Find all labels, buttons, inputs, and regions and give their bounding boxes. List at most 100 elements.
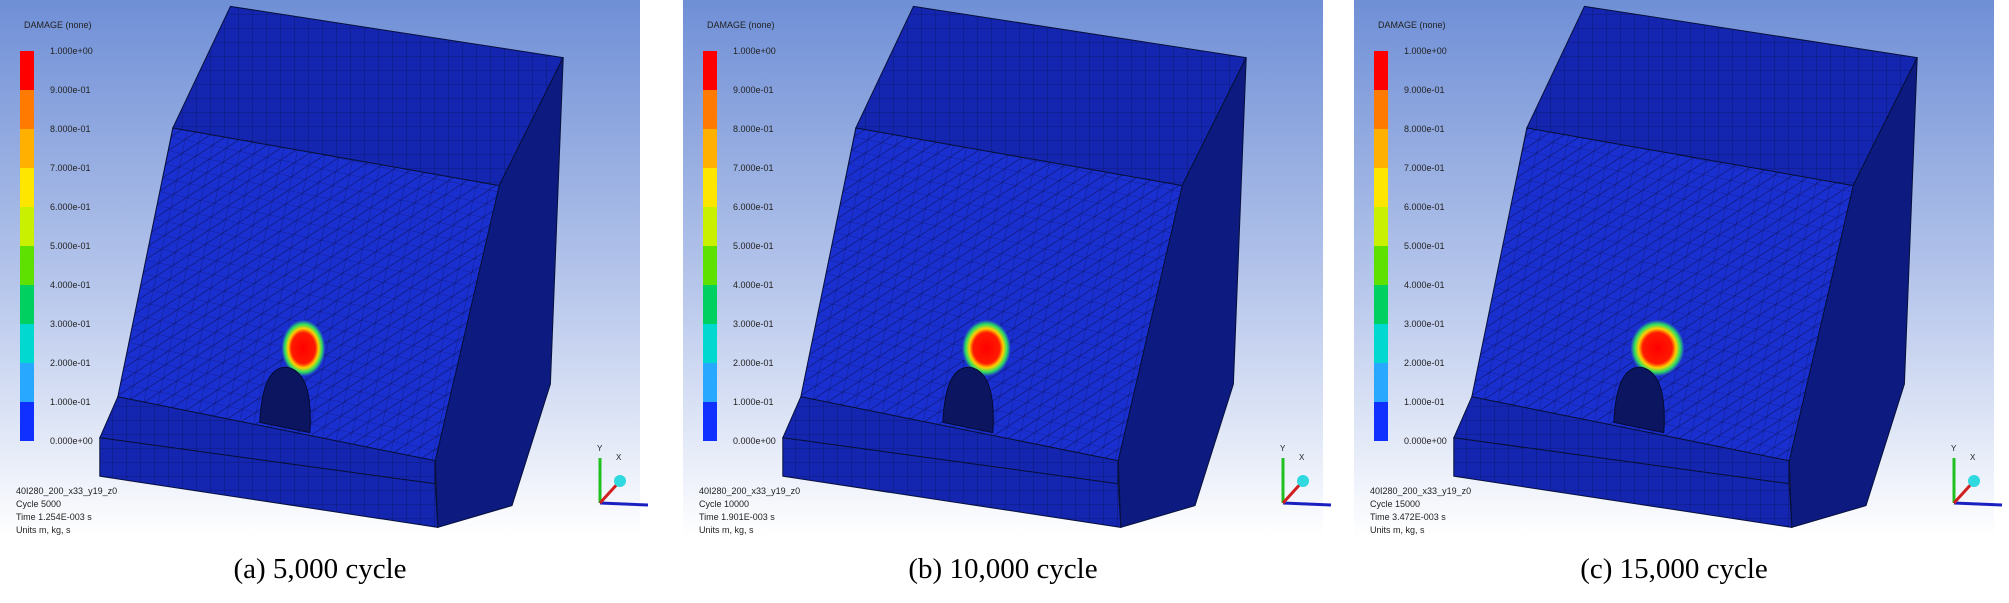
legend-label: 1.000e-01 [733, 397, 774, 407]
legend-label: 5.000e-01 [733, 241, 774, 251]
triad-x-label: X [1970, 453, 1976, 462]
legend-label: 1.000e+00 [50, 46, 93, 56]
legend-title: DAMAGE (none) [707, 20, 775, 30]
info-line: Units m, kg, s [699, 525, 754, 535]
legend-color-band [1374, 246, 1388, 285]
model-ledge-front [1453, 437, 1793, 528]
legend-color-band [20, 168, 34, 207]
legend-label: 9.000e-01 [50, 85, 91, 95]
triad-axis-x [1953, 501, 2003, 507]
legend-color-band [1374, 402, 1388, 441]
legend-color-band [703, 207, 717, 246]
damage-zone [1630, 320, 1685, 377]
panel: DAMAGE (none) 1.000e+00 9.000e-01 8.000e-01… [0, 0, 649, 585]
legend-color-band [1374, 285, 1388, 324]
legend-color-band [1374, 90, 1388, 129]
legend-label: 2.000e-01 [733, 358, 774, 368]
legend-label: 2.000e-01 [50, 358, 91, 368]
caption: (b) 10,000 cycle [908, 553, 1097, 585]
triad-origin [1297, 475, 1309, 487]
legend-title: DAMAGE (none) [24, 20, 92, 30]
triad-x-label: X [1299, 453, 1305, 462]
legend-label: 2.000e-01 [1404, 358, 1445, 368]
triad-y-label: Y [1951, 444, 1957, 453]
triad-axis-x [599, 501, 649, 507]
hole [259, 366, 311, 434]
info-line: 40I280_200_x33_y19_z0 [1370, 486, 1471, 496]
info-line: Time 3.472E-003 s [1370, 512, 1446, 522]
triad-origin [1968, 475, 1980, 487]
legend-color-band [20, 246, 34, 285]
legend-color-band [1374, 51, 1388, 90]
legend-label: 3.000e-01 [1404, 319, 1445, 329]
legend-color-band [703, 168, 717, 207]
legend-color-band [20, 363, 34, 402]
legend-label: 6.000e-01 [1404, 202, 1445, 212]
info-line: 40I280_200_x33_y19_z0 [699, 486, 800, 496]
legend-color-band [703, 246, 717, 285]
legend-label: 1.000e-01 [1404, 397, 1445, 407]
legend-color-band [1374, 129, 1388, 168]
legend-label: 5.000e-01 [50, 241, 91, 251]
damage-zone [281, 320, 326, 377]
legend-label: 7.000e-01 [1404, 163, 1445, 173]
legend-label: 8.000e-01 [733, 124, 774, 134]
legend-color-band [20, 129, 34, 168]
legend-label: 6.000e-01 [733, 202, 774, 212]
info-line: Cycle 5000 [16, 499, 61, 509]
legend-label: 8.000e-01 [1404, 124, 1445, 134]
caption: (c) 15,000 cycle [1580, 553, 1768, 585]
legend-label: 4.000e-01 [733, 280, 774, 290]
legend-title: DAMAGE (none) [1378, 20, 1446, 30]
legend-color-band [703, 285, 717, 324]
damage-zone [962, 320, 1011, 377]
legend-color-band [1374, 168, 1388, 207]
legend-label: 7.000e-01 [733, 163, 774, 173]
legend-color-band [20, 207, 34, 246]
legend-label: 3.000e-01 [50, 319, 91, 329]
legend-color-band [703, 90, 717, 129]
legend-label: 1.000e-01 [50, 397, 91, 407]
legend-color-band [1374, 363, 1388, 402]
info-line: Time 1.901E-003 s [699, 512, 775, 522]
model-ledge-front [782, 437, 1122, 528]
hole [1613, 366, 1665, 434]
legend-label: 9.000e-01 [733, 85, 774, 95]
info-line: Units m, kg, s [1370, 525, 1425, 535]
panel: DAMAGE (none) 1.000e+00 9.000e-01 8.000e-01… [1354, 0, 2003, 585]
legend-label: 8.000e-01 [50, 124, 91, 134]
info-line: Cycle 15000 [1370, 499, 1420, 509]
triad-origin [614, 475, 626, 487]
legend-color-band [20, 90, 34, 129]
legend-color-band [20, 51, 34, 90]
legend-label: 4.000e-01 [50, 280, 91, 290]
info-line: Time 1.254E-003 s [16, 512, 92, 522]
legend-label: 7.000e-01 [50, 163, 91, 173]
model-ledge-front [99, 437, 439, 528]
legend-label: 4.000e-01 [1404, 280, 1445, 290]
legend-label: 0.000e+00 [733, 436, 776, 446]
legend-color-band [1374, 207, 1388, 246]
triad-axis-x [1282, 501, 1332, 507]
legend-color-band [20, 402, 34, 441]
legend-label: 1.000e+00 [733, 46, 776, 56]
legend-label: 3.000e-01 [733, 319, 774, 329]
triad-x-label: X [616, 453, 622, 462]
info-line: 40I280_200_x33_y19_z0 [16, 486, 117, 496]
legend-color-band [703, 324, 717, 363]
info-line: Cycle 10000 [699, 499, 749, 509]
legend-color-band [703, 51, 717, 90]
caption: (a) 5,000 cycle [233, 553, 406, 585]
legend-label: 0.000e+00 [50, 436, 93, 446]
legend-color-band [20, 324, 34, 363]
hole [942, 366, 994, 434]
legend-label: 6.000e-01 [50, 202, 91, 212]
panel: DAMAGE (none) 1.000e+00 9.000e-01 8.000e-01… [683, 0, 1332, 585]
legend-label: 0.000e+00 [1404, 436, 1447, 446]
triad-y-label: Y [1280, 444, 1286, 453]
legend-color-band [1374, 324, 1388, 363]
legend-color-band [703, 363, 717, 402]
legend-color-band [703, 129, 717, 168]
